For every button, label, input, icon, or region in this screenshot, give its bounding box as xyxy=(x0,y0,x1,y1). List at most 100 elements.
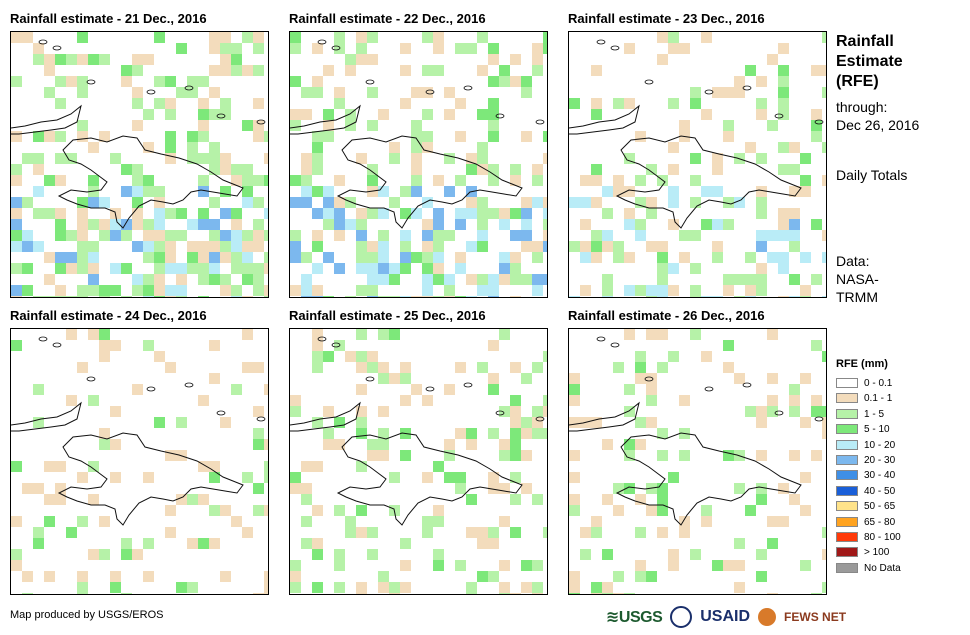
rfe-cell xyxy=(591,65,602,76)
rfe-cell xyxy=(602,549,613,560)
rfe-cell xyxy=(154,252,165,263)
rfe-cell xyxy=(488,483,499,494)
rfe-cell xyxy=(444,285,455,296)
rfe-cell xyxy=(143,296,154,297)
rfe-cell xyxy=(231,241,242,252)
small-island xyxy=(596,336,606,342)
rfe-cell xyxy=(389,153,400,164)
rfe-cell xyxy=(77,120,88,131)
rfe-cell xyxy=(367,296,378,297)
legend-swatch xyxy=(836,424,858,435)
rfe-cell xyxy=(668,263,679,274)
rfe-cell xyxy=(55,296,66,297)
rfe-cell xyxy=(231,252,242,263)
rfe-cell xyxy=(33,538,44,549)
rfe-cell xyxy=(723,120,734,131)
rfe-cell xyxy=(253,32,264,43)
rfe-cell xyxy=(154,296,165,297)
rfe-cell xyxy=(231,65,242,76)
rfe-cell xyxy=(290,43,301,54)
rfe-cell xyxy=(356,593,367,594)
rfe-cell xyxy=(301,461,312,472)
rfe-cell xyxy=(712,186,723,197)
rfe-cell xyxy=(657,241,668,252)
rfe-cell xyxy=(690,175,701,186)
rfe-cell xyxy=(99,197,110,208)
rfe-cell xyxy=(11,241,22,252)
rfe-cell xyxy=(132,54,143,65)
rfe-cell xyxy=(488,340,499,351)
rfe-cell xyxy=(132,384,143,395)
rfe-cell xyxy=(242,32,253,43)
rfe-cell xyxy=(77,472,88,483)
rfe-cell xyxy=(756,241,767,252)
rfe-cell xyxy=(822,549,826,560)
small-island xyxy=(742,85,752,91)
rfe-cell xyxy=(220,98,231,109)
rfe-cell xyxy=(800,175,811,186)
rfe-cell xyxy=(209,505,220,516)
rfe-cell xyxy=(745,142,756,153)
rfe-cell xyxy=(543,153,547,164)
rfe-cell xyxy=(657,252,668,263)
rfe-cell xyxy=(253,131,264,142)
rfe-cell xyxy=(209,219,220,230)
rfe-cell xyxy=(176,296,187,297)
rfe-cell xyxy=(668,43,679,54)
rfe-cell xyxy=(323,131,334,142)
rfe-cell xyxy=(33,384,44,395)
rfe-cell xyxy=(811,65,822,76)
rfe-cell xyxy=(165,208,176,219)
rfe-cell xyxy=(110,219,121,230)
small-island xyxy=(610,342,620,348)
rfe-cell xyxy=(290,582,301,593)
rfe-cell xyxy=(532,43,543,54)
rfe-cell xyxy=(356,406,367,417)
rfe-cell xyxy=(367,175,378,186)
rfe-cell xyxy=(11,197,22,208)
rfe-cell xyxy=(323,208,334,219)
rfe-cell xyxy=(591,582,602,593)
rfe-cell xyxy=(389,263,400,274)
rfe-cell xyxy=(334,505,345,516)
rfe-cell xyxy=(646,197,657,208)
rfe-cell xyxy=(745,65,756,76)
rfe-cell xyxy=(345,120,356,131)
rfe-cell xyxy=(264,461,268,472)
rfe-cell xyxy=(176,208,187,219)
rfe-cell xyxy=(154,98,165,109)
small-island xyxy=(317,39,327,45)
rfe-cell xyxy=(701,516,712,527)
rfe-cell xyxy=(455,175,466,186)
rfe-cell xyxy=(356,252,367,263)
rfe-cell xyxy=(209,43,220,54)
rfe-cell xyxy=(33,54,44,65)
rfe-cell xyxy=(488,527,499,538)
rfe-cell xyxy=(433,516,444,527)
rfe-cell xyxy=(400,538,411,549)
rfe-cell xyxy=(734,538,745,549)
rfe-cell xyxy=(510,76,521,87)
rfe-cell xyxy=(433,263,444,274)
rfe-cell xyxy=(143,186,154,197)
small-island xyxy=(317,336,327,342)
rfe-cell xyxy=(154,263,165,274)
rfe-cell xyxy=(88,395,99,406)
rfe-cell xyxy=(723,87,734,98)
rfe-cell xyxy=(646,417,657,428)
rfe-cell xyxy=(154,76,165,87)
small-island xyxy=(216,410,226,416)
rfe-cell xyxy=(543,406,547,417)
rfe-cell xyxy=(624,593,635,594)
rfe-cell xyxy=(389,593,400,594)
rfe-cell xyxy=(635,571,646,582)
rfe-cell xyxy=(356,362,367,373)
rfe-cell xyxy=(422,219,433,230)
rfe-cell xyxy=(668,98,679,109)
panel-title-25: Rainfall estimate - 25 Dec., 2016 xyxy=(289,308,486,323)
rfe-cell xyxy=(510,494,521,505)
rfe-cell xyxy=(209,142,220,153)
rfe-cell xyxy=(165,76,176,87)
rfe-cell xyxy=(334,263,345,274)
rfe-cell xyxy=(400,230,411,241)
